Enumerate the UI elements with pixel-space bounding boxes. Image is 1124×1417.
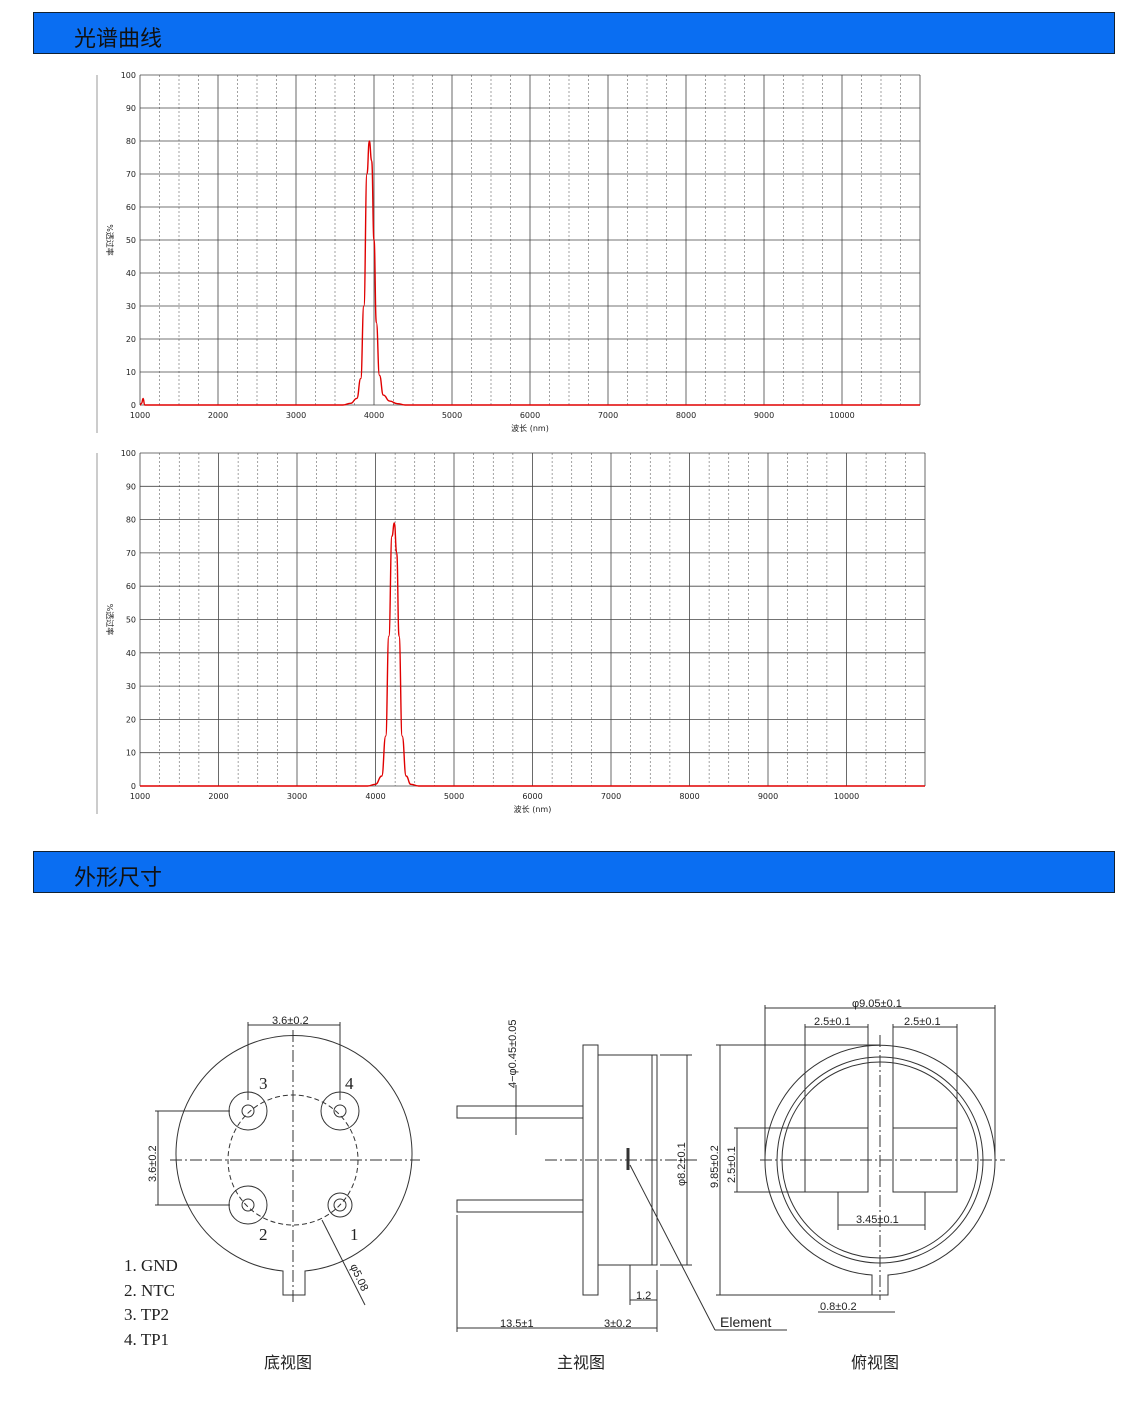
spectrum-charts: 1000 2000 3000 4000 5000 6000 7000 8000 9000 1000…	[96, 71, 926, 814]
pin-list-item: 3. TP2	[124, 1305, 169, 1324]
spectrum-curve	[140, 522, 925, 787]
y-tick-label: 70	[126, 170, 136, 179]
y-tick-label: 90	[126, 482, 136, 491]
caption-bottom-view: 底视图	[264, 1353, 312, 1372]
y-tick-label: 0	[131, 401, 136, 410]
y-tick-label: 60	[126, 203, 136, 212]
y-tick-label: 80	[126, 516, 136, 525]
y-axis-label: %透过率	[105, 604, 115, 636]
x-tick-label: 9000	[754, 411, 774, 420]
dim-pin-spacing-h: 3.6±0.2	[272, 1015, 309, 1027]
dim-pin-diameter: 4−φ0.45±0.05	[507, 1019, 519, 1088]
x-axis-label: 波长 (nm)	[514, 804, 552, 814]
pin-number: 4	[345, 1074, 354, 1093]
front-view: 4−φ0.45±0.05 φ8.2±0.1 13.5±1 3±0.2 1.2 E…	[456, 1019, 787, 1372]
pin-number: 1	[350, 1225, 359, 1244]
pin-number: 3	[259, 1074, 268, 1093]
pin-number: 2	[259, 1225, 268, 1244]
y-tick-label: 100	[121, 449, 136, 458]
y-tick-label: 10	[126, 749, 136, 758]
element-label: Element	[720, 1314, 771, 1330]
section-header-spectrum: 光谱曲线	[33, 12, 1115, 54]
x-tick-label: 7000	[598, 411, 618, 420]
x-tick-label: 2000	[208, 411, 228, 420]
x-tick-label: 1000	[130, 411, 150, 420]
caption-top-view: 俯视图	[851, 1353, 899, 1372]
pin-list-item: 2. NTC	[124, 1281, 175, 1300]
section-title: 外形尺寸	[74, 866, 163, 891]
x-tick-label: 3000	[287, 792, 307, 801]
dim-lead-length: 13.5±1	[500, 1318, 534, 1330]
x-tick-label: 10000	[829, 411, 854, 420]
y-tick-label: 30	[126, 682, 136, 691]
y-tick-label: 30	[126, 302, 136, 311]
x-tick-label: 4000	[365, 792, 385, 801]
x-tick-label: 8000	[676, 411, 696, 420]
spectrum-curve	[139, 140, 920, 406]
dim-pin-spacing-v: 3.6±0.2	[147, 1145, 159, 1182]
y-tick-label: 0	[131, 782, 136, 791]
y-tick-label: 50	[126, 616, 136, 625]
y-tick-label: 20	[126, 715, 136, 724]
dim-outer-diameter: φ9.05±0.1	[852, 998, 902, 1010]
x-tick-label: 5000	[444, 792, 464, 801]
top-view: φ9.05±0.1 2.5±0.1 2.5±0.1 9.85±0.2 2.5±0…	[709, 998, 1005, 1372]
dim-tab-width: 0.8±0.2	[820, 1301, 857, 1313]
y-axis-label: %透过率	[105, 224, 115, 256]
pin-list-item: 4. TP1	[124, 1330, 169, 1349]
x-tick-label: 9000	[758, 792, 778, 801]
dim-window: 1.2	[636, 1290, 651, 1302]
dim-window-pitch: 3.45±0.1	[856, 1214, 899, 1226]
chart-1: 1000 2000 3000 4000 5000 6000 7000 8000 9000 1000…	[96, 71, 921, 433]
y-tick-label: 80	[126, 137, 136, 146]
x-tick-label: 1000	[130, 792, 150, 801]
x-tick-label: 8000	[679, 792, 699, 801]
bottom-view: 3.6±0.2 3.6±0.2 φ5.08 1 2 3 4 1. GND 2. …	[124, 1015, 420, 1372]
dim-window-width: 2.5±0.1	[814, 1016, 851, 1028]
x-tick-label: 4000	[364, 411, 384, 420]
x-tick-label: 7000	[601, 792, 621, 801]
y-tick-label: 10	[126, 368, 136, 377]
dim-body-diameter: φ8.2±0.1	[676, 1142, 688, 1186]
section-title: 光谱曲线	[74, 27, 163, 52]
y-tick-label: 100	[121, 71, 136, 80]
y-tick-label: 20	[126, 335, 136, 344]
dim-total-height: 9.85±0.2	[709, 1145, 721, 1188]
y-tick-label: 40	[126, 269, 136, 278]
y-tick-label: 70	[126, 549, 136, 558]
x-tick-label: 2000	[208, 792, 228, 801]
x-tick-label: 6000	[522, 792, 542, 801]
y-tick-label: 50	[126, 236, 136, 245]
y-tick-label: 40	[126, 649, 136, 658]
section-header-outline: 外形尺寸	[33, 851, 1115, 893]
dim-body-height: 3±0.2	[604, 1318, 631, 1330]
caption-front-view: 主视图	[557, 1353, 605, 1372]
dim-window-width: 2.5±0.1	[904, 1016, 941, 1028]
x-tick-label: 5000	[442, 411, 462, 420]
x-tick-label: 10000	[834, 792, 859, 801]
x-tick-label: 6000	[520, 411, 540, 420]
x-tick-label: 3000	[286, 411, 306, 420]
pin-list-item: 1. GND	[124, 1256, 178, 1275]
chart-2: 1000 2000 3000 4000 5000 6000 7000 8000 9000 1000…	[96, 449, 926, 814]
y-tick-label: 90	[126, 104, 136, 113]
dim-window-height: 2.5±0.1	[726, 1146, 738, 1183]
x-axis-label: 波长 (nm)	[511, 423, 549, 433]
y-tick-label: 60	[126, 582, 136, 591]
